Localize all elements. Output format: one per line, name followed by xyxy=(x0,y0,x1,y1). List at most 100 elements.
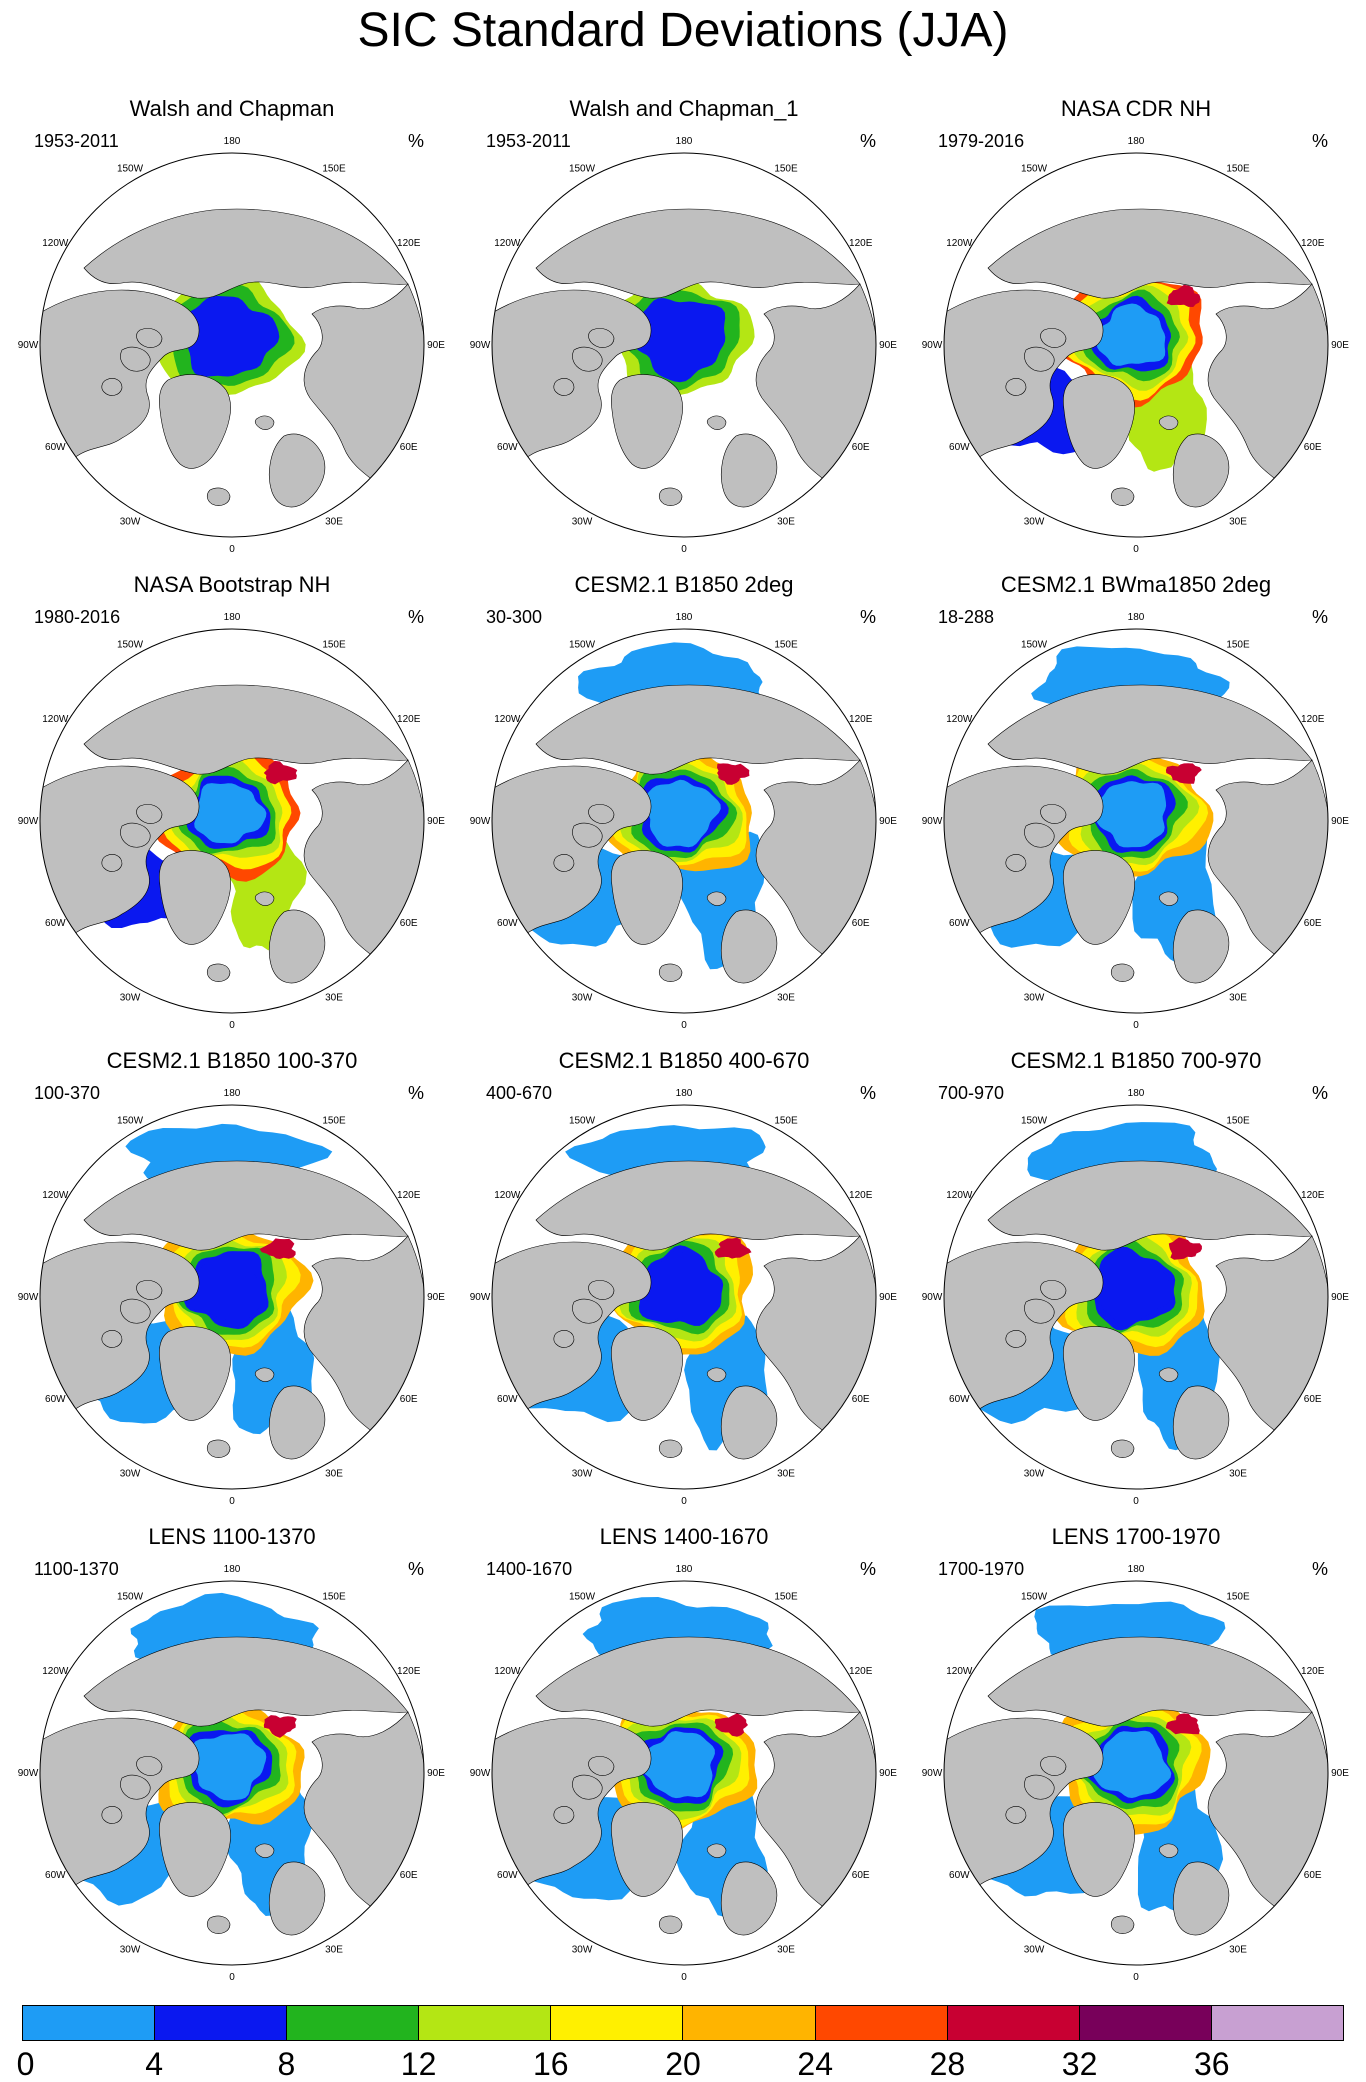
land-mass xyxy=(120,1298,151,1324)
land-mass xyxy=(658,963,683,982)
longitude-label: 60E xyxy=(1304,1394,1322,1405)
longitude-label: 60E xyxy=(852,918,870,929)
sic-contour xyxy=(183,296,280,377)
longitude-label: 150W xyxy=(117,1591,144,1602)
land-mass xyxy=(610,1326,683,1421)
longitude-label: 30E xyxy=(325,517,343,528)
land-mass xyxy=(158,374,231,469)
longitude-label: 120W xyxy=(946,714,973,725)
colorbar-box xyxy=(1211,2006,1343,2040)
land-mass xyxy=(1024,346,1055,372)
longitude-label: 180 xyxy=(676,612,693,623)
land-mass xyxy=(755,759,876,971)
longitude-label: 60E xyxy=(1304,442,1322,453)
polar-stereographic-map: 0 30E 60E 90E 120E 150E 180 150W 120W 90W 60W 30W xyxy=(18,1088,446,1507)
land-mass xyxy=(588,1280,615,1300)
sic-contour xyxy=(638,1731,715,1799)
longitude-label: 60W xyxy=(45,442,66,453)
panel-period: 100-370 xyxy=(34,1083,101,1103)
longitude-label: 90W xyxy=(922,1292,943,1303)
panel-units: % xyxy=(859,1559,876,1579)
longitude-label: 90W xyxy=(18,1292,39,1303)
longitude-label: 90W xyxy=(470,1768,491,1779)
longitude-label: 90W xyxy=(922,816,943,827)
longitude-label: 60E xyxy=(400,1394,418,1405)
longitude-label: 120E xyxy=(849,1190,873,1201)
land-mass xyxy=(721,1385,778,1460)
longitude-label: 120W xyxy=(42,714,69,725)
longitude-label: 0 xyxy=(681,1020,687,1031)
land-mass xyxy=(755,1711,876,1923)
land-mass xyxy=(303,1235,424,1447)
map-panel: Walsh and Chapman 1953-2011% 0 30E 60E 90E 120… xyxy=(18,96,446,555)
longitude-label: 150W xyxy=(569,1591,596,1602)
panel-title: LENS 1100-1370 xyxy=(148,1524,316,1549)
longitude-label: 120E xyxy=(397,1666,421,1677)
map-panel: NASA Bootstrap NH 1980-2016% 0 30E 60E 90E 120… xyxy=(18,572,446,1031)
map-content xyxy=(944,1122,1328,1460)
panel-units: % xyxy=(1311,1559,1328,1579)
map-boundary xyxy=(39,152,425,538)
land-mass xyxy=(303,1711,424,1923)
sic-contour xyxy=(190,1253,264,1324)
longitude-label: 0 xyxy=(681,1496,687,1507)
panel-units: % xyxy=(407,1083,424,1103)
polar-stereographic-map: 0 30E 60E 90E 120E 150E 180 150W 120W 90W 60W 30W xyxy=(18,1564,446,1983)
sic-contour xyxy=(1092,1730,1172,1798)
longitude-label: 180 xyxy=(224,612,241,623)
longitude-label: 30W xyxy=(120,1945,141,1956)
land-mass xyxy=(721,433,778,508)
map-boundary xyxy=(943,1580,1329,1966)
longitude-label: 150E xyxy=(322,1591,346,1602)
land-mass xyxy=(572,1774,603,1800)
sic-contour xyxy=(714,1713,748,1737)
land-mass xyxy=(120,346,151,372)
longitude-label: 150E xyxy=(322,1115,346,1126)
longitude-label: 150E xyxy=(774,1115,798,1126)
land-mass xyxy=(158,1326,231,1421)
land-mass xyxy=(1173,1385,1230,1460)
land-mass xyxy=(658,1439,683,1458)
sic-contour xyxy=(194,783,267,844)
land-mass xyxy=(136,328,163,348)
map-panel: CESM2.1 B1850 2deg 30-300% 0 30E 60E 90E 120E 1… xyxy=(470,572,898,1031)
land-mass xyxy=(1110,1915,1135,1934)
map-boundary xyxy=(491,1104,877,1490)
land-mass xyxy=(1062,374,1135,469)
longitude-label: 150W xyxy=(569,163,596,174)
panel-title: NASA Bootstrap NH xyxy=(133,572,331,597)
figure-title: SIC Standard Deviations (JJA) xyxy=(357,4,1009,57)
land-mass xyxy=(1040,1280,1067,1300)
land-mass xyxy=(1062,1326,1135,1421)
land-mass xyxy=(136,804,163,824)
sic-contour xyxy=(263,1715,297,1738)
land-mass xyxy=(83,684,409,775)
panel-units: % xyxy=(1311,131,1328,151)
land-mass xyxy=(553,378,575,396)
longitude-label: 0 xyxy=(1133,1972,1139,1983)
longitude-label: 120W xyxy=(494,714,521,725)
longitude-label: 30W xyxy=(1024,993,1045,1004)
land-mass xyxy=(1024,1774,1055,1800)
longitude-label: 60W xyxy=(949,442,970,453)
longitude-label: 90E xyxy=(1331,340,1349,351)
longitude-label: 90E xyxy=(879,340,897,351)
land-mass xyxy=(553,1330,575,1348)
map-panel: Walsh and Chapman_1 1953-2011% 0 30E 60E 90E 1… xyxy=(470,96,898,555)
longitude-label: 150W xyxy=(1021,639,1048,650)
land-mass xyxy=(269,1385,326,1460)
longitude-label: 120E xyxy=(397,238,421,249)
land-mass xyxy=(1005,378,1027,396)
longitude-label: 120W xyxy=(42,1190,69,1201)
map-boundary xyxy=(943,628,1329,1014)
longitude-label: 30W xyxy=(120,517,141,528)
colorbar-tick-label: 16 xyxy=(533,2046,569,2082)
longitude-label: 150E xyxy=(322,639,346,650)
longitude-label: 30W xyxy=(1024,1469,1045,1480)
panel-title: CESM2.1 B1850 700-970 xyxy=(1010,1048,1262,1073)
polar-stereographic-map: 0 30E 60E 90E 120E 150E 180 150W 120W 90W 60W 30W xyxy=(922,1564,1350,1983)
land-mass xyxy=(206,963,231,982)
longitude-label: 60E xyxy=(852,442,870,453)
colorbar-box xyxy=(815,2006,948,2040)
longitude-label: 30W xyxy=(572,1469,593,1480)
